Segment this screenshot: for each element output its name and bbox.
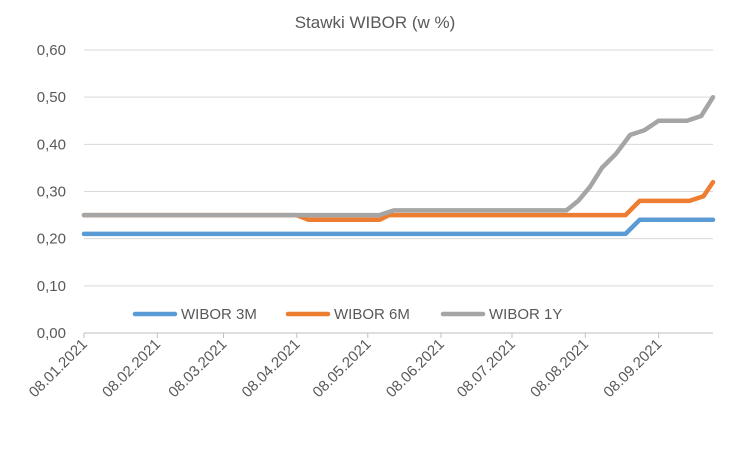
chart-title: Stawki WIBOR (w %) xyxy=(295,13,456,32)
legend-label: WIBOR 1Y xyxy=(489,306,562,323)
y-tick-label: 0,40 xyxy=(37,136,66,153)
y-tick-label: 0,20 xyxy=(37,231,66,248)
legend-label: WIBOR 3M xyxy=(181,306,257,323)
y-tick-label: 0,00 xyxy=(37,325,66,342)
y-tick-label: 0,30 xyxy=(37,184,66,201)
legend: WIBOR 3M WIBOR 6M WIBOR 1Y xyxy=(132,306,562,323)
y-axis-ticks: 0,00 0,10 0,20 0,30 0,40 0,50 0,60 xyxy=(37,42,66,342)
series-line-wibor-6m xyxy=(81,179,716,223)
series-line-wibor-1y xyxy=(81,94,716,218)
y-tick-label: 0,60 xyxy=(37,42,66,59)
y-tick-label: 0,10 xyxy=(37,278,66,295)
series-line-wibor-3m xyxy=(81,217,716,237)
series-lines xyxy=(81,94,716,237)
gridlines xyxy=(84,49,713,334)
legend-label: WIBOR 6M xyxy=(334,306,410,323)
y-tick-label: 0,50 xyxy=(37,89,66,106)
